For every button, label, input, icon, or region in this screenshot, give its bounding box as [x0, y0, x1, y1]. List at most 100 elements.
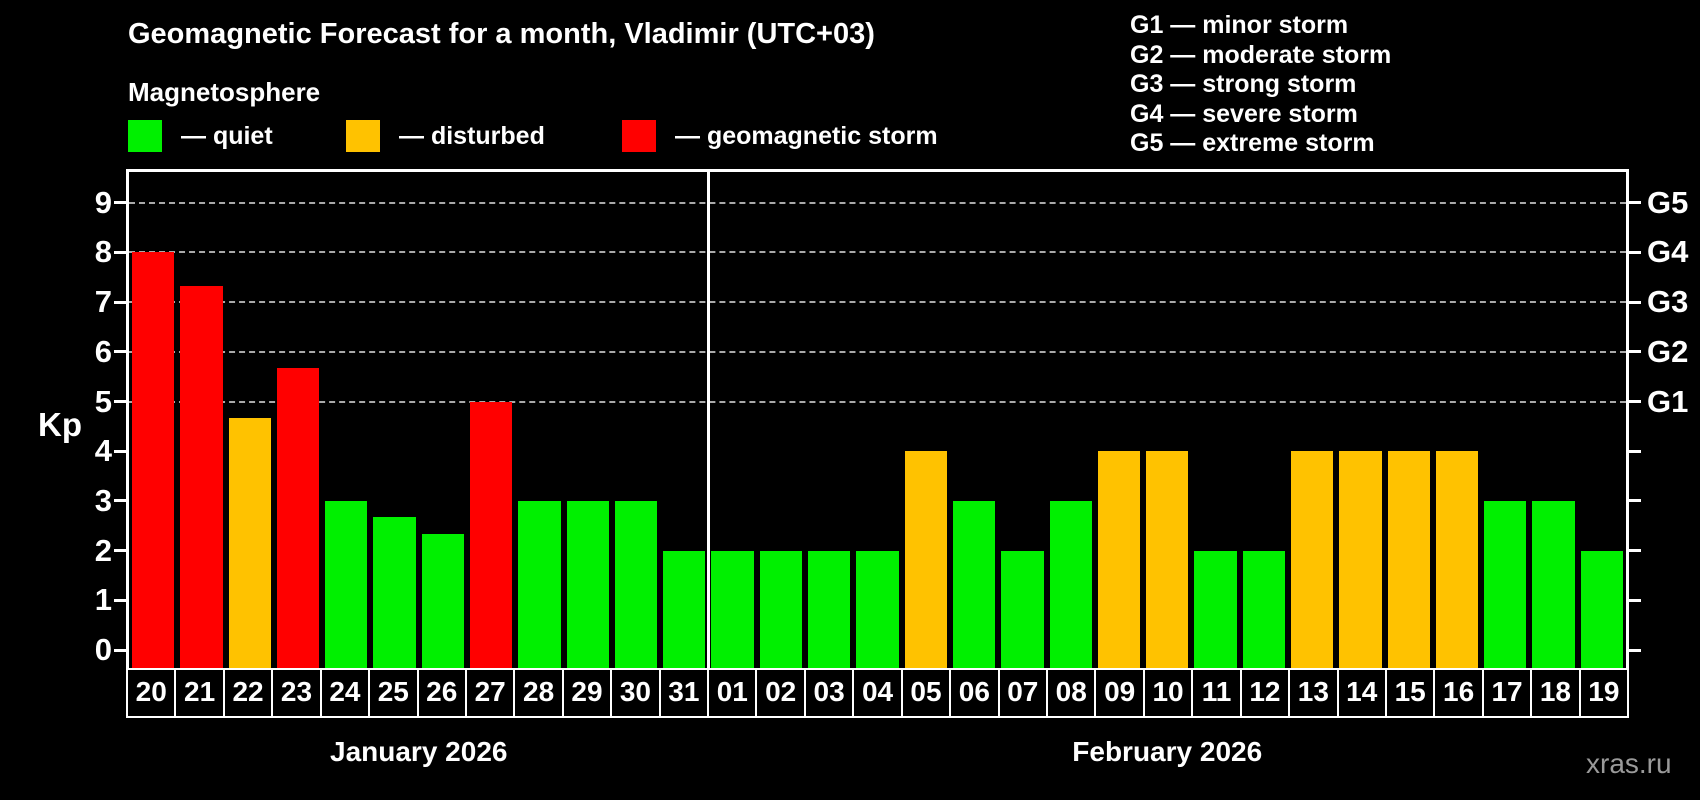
kp-bar-day-24 [325, 500, 368, 668]
kp-bar-day-16 [1435, 451, 1479, 668]
kp-bar-day-28 [518, 500, 561, 668]
day-label-cell: 23 [271, 668, 322, 718]
g-scale-label-G4: G4 [1647, 234, 1689, 270]
page-title: Geomagnetic Forecast for a month, Vladim… [128, 18, 875, 50]
day-axis-strip: 20 21 22 23 24 25 26 27 28 29 30 31 01 02 03 04 05 06 07 08… [126, 668, 1630, 718]
g-scale-label-G3: G3 [1647, 284, 1689, 320]
g-scale-legend: G1 — minor storm G2 — moderate storm G3 — … [1130, 11, 1391, 159]
gridline-kp6 [129, 350, 1626, 353]
y-axis-tick-label: 9 [94, 184, 112, 220]
right-axis-tick [1629, 350, 1641, 354]
right-axis-tick [1629, 499, 1641, 503]
month-label: February 2026 [1072, 736, 1263, 767]
gridline-kp7 [129, 301, 1626, 304]
y-axis-tick [114, 598, 126, 602]
legend-item-label: — quiet [181, 122, 273, 150]
g-scale-label-G5: G5 [1647, 184, 1689, 220]
kp-bar-day-04 [856, 550, 899, 668]
g-scale-legend-line: G1 — minor storm [1130, 11, 1349, 39]
day-label-cell: 07 [997, 668, 1049, 718]
kp-bar-day-05 [904, 451, 947, 668]
month-label: January 2026 [330, 736, 508, 767]
kp-bar-day-30 [614, 500, 658, 668]
y-axis-tick [114, 499, 126, 503]
legend-item-label: — disturbed [399, 122, 545, 150]
day-label-cell: 04 [852, 668, 903, 718]
month-divider-line [706, 172, 710, 668]
day-label-cell: 27 [464, 668, 516, 718]
y-axis-tick [114, 549, 126, 553]
y-axis-tick-label: 8 [94, 234, 112, 270]
legend-swatch-quiet [128, 120, 162, 152]
y-axis-tick-label: 2 [94, 532, 112, 568]
kp-bar-day-27 [470, 401, 513, 668]
y-axis-tick [114, 300, 126, 304]
kp-bar-day-01 [711, 550, 754, 668]
day-label-cell: 12 [1239, 668, 1291, 718]
y-axis-tick [114, 449, 126, 453]
right-axis-tick [1629, 250, 1641, 254]
day-label-cell: 17 [1481, 668, 1533, 718]
right-axis-tick [1629, 598, 1641, 602]
plot-area [126, 169, 1629, 671]
kp-bar-day-17 [1484, 500, 1527, 668]
kp-bar-day-08 [1049, 500, 1092, 668]
day-label-cell: 24 [319, 668, 371, 718]
kp-bar-day-20 [132, 252, 175, 668]
day-label-cell: 18 [1530, 668, 1581, 718]
g-scale-label-G1: G1 [1647, 383, 1689, 419]
day-label-cell: 21 [174, 668, 225, 718]
kp-bar-day-18 [1532, 500, 1575, 668]
kp-bar-day-03 [808, 550, 851, 668]
kp-bar-day-21 [180, 285, 223, 668]
legend-item-label: — geomagnetic storm [675, 122, 938, 150]
legend-item-storm: — geomagnetic storm [622, 119, 938, 153]
y-axis-tick [114, 350, 126, 354]
day-label-cell: 01 [707, 668, 758, 718]
right-axis-tick [1629, 449, 1641, 453]
kp-bar-day-19 [1580, 550, 1623, 668]
day-label-cell: 30 [610, 668, 661, 718]
y-axis-tick-label: 3 [94, 482, 112, 518]
day-label-cell: 25 [368, 668, 419, 718]
legend-title: Magnetosphere [128, 77, 321, 107]
y-axis-tick [114, 201, 126, 205]
kp-bar-day-14 [1339, 451, 1382, 668]
day-label-cell: 09 [1094, 668, 1145, 718]
g-scale-legend-line: G3 — strong storm [1130, 70, 1357, 98]
gridline-kp5 [129, 400, 1626, 403]
right-axis-tick [1629, 201, 1641, 205]
kp-bar-day-25 [373, 517, 416, 668]
y-axis-tick-label: 0 [94, 632, 112, 667]
kp-bar-day-02 [759, 550, 803, 668]
day-label-cell: 16 [1433, 668, 1484, 718]
y-axis-tick-label: 5 [94, 383, 112, 419]
gridline-kp9 [129, 201, 1626, 204]
kp-bar-day-11 [1194, 550, 1237, 668]
day-label-cell: 10 [1142, 668, 1194, 718]
kp-bar-day-29 [566, 500, 609, 668]
right-axis-tick [1629, 400, 1641, 403]
y-axis-tick [114, 250, 126, 254]
kp-bar-day-15 [1387, 451, 1430, 668]
legend-swatch-disturbed [346, 120, 380, 152]
legend-item-quiet: — quiet [128, 119, 273, 153]
day-label-cell: 11 [1191, 668, 1242, 718]
day-label-cell: 29 [561, 668, 613, 718]
day-label-cell: 03 [803, 668, 855, 718]
right-axis-tick [1629, 549, 1641, 553]
kp-bar-day-26 [421, 534, 465, 668]
y-axis-tick [114, 400, 126, 403]
day-label-cell: 02 [755, 668, 806, 718]
y-axis-tick-label: 6 [94, 333, 112, 369]
day-label-cell: 26 [416, 668, 467, 718]
day-label-cell: 22 [222, 668, 274, 718]
kp-bar-day-13 [1290, 451, 1334, 668]
kp-bar-day-12 [1242, 550, 1285, 668]
day-label-cell: 15 [1384, 668, 1436, 718]
g-scale-legend-line: G2 — moderate storm [1130, 40, 1392, 69]
day-label-cell: 14 [1336, 668, 1387, 718]
kp-bar-day-23 [276, 368, 320, 668]
g-scale-legend-line: G4 — severe storm [1130, 99, 1358, 128]
